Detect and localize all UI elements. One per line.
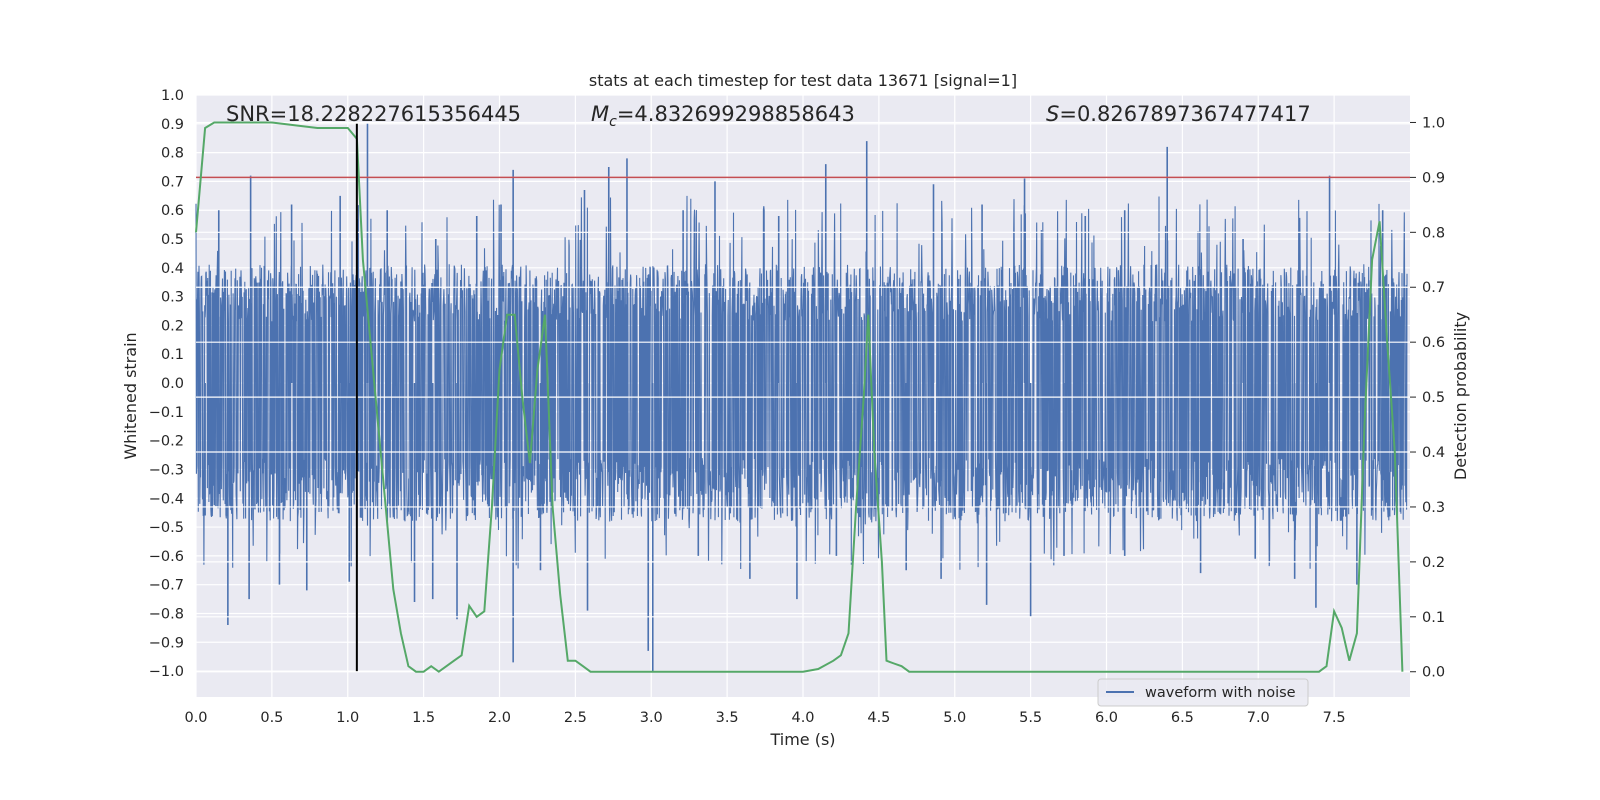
y-tick-label: 0.6	[161, 203, 184, 219]
strain-series	[195, 123, 1408, 672]
probability-series	[195, 121, 1404, 673]
y2-tick-label: 0.0	[1422, 665, 1445, 681]
x-tick-label: 2.5	[564, 710, 587, 726]
y-tick-label: 0.8	[161, 146, 184, 162]
x-tick-label: 0.5	[260, 710, 283, 726]
y2-tick-label: 0.3	[1422, 500, 1445, 516]
strain-line	[195, 195, 1408, 570]
x-axis-label: Time (s)	[769, 730, 835, 749]
y-tick-label: −0.4	[149, 491, 184, 507]
y2-tick-label: 0.4	[1422, 445, 1445, 461]
y-tick-label: −0.2	[149, 434, 184, 450]
y-tick-label: −0.8	[149, 606, 184, 622]
y2-tick-label: 0.2	[1422, 555, 1445, 571]
x-tick-label: 6.5	[1171, 710, 1194, 726]
x-tick-label: 2.0	[488, 710, 511, 726]
x-tick-label: 7.0	[1247, 710, 1270, 726]
y-tick-label: −0.7	[149, 578, 184, 594]
y2-tick-label: 0.7	[1422, 280, 1445, 296]
y-tick-label: −0.6	[149, 549, 184, 565]
y-axis-label: Whitened strain	[121, 332, 140, 459]
x-ticks: 0.0 0.5 1.0 1.5 2.0 2.5 3.0 3.5 4.0 4.5 5.0 5.5 6.0 6…	[184, 710, 1345, 726]
x-tick-label: 1.0	[336, 710, 359, 726]
chart-title: stats at each timestep for test data 136…	[589, 71, 1017, 90]
s-symbol: S	[1046, 102, 1059, 126]
snr-annotation: SNR=18.228227615356445	[226, 102, 521, 126]
y-tick-label: 0.5	[161, 232, 184, 248]
x-tick-label: 5.5	[1019, 710, 1042, 726]
y2-tick-label: 0.5	[1422, 390, 1445, 406]
x-tick-label: 1.5	[412, 710, 435, 726]
y2-tick-label: 0.6	[1422, 335, 1445, 351]
x-tick-label: 3.5	[716, 710, 739, 726]
x-tick-label: 0.0	[184, 710, 207, 726]
legend: waveform with noise	[1097, 678, 1309, 707]
y-tick-label: −0.9	[149, 635, 184, 651]
y2-tick-label: 0.1	[1422, 610, 1445, 626]
x-tick-label: 4.0	[791, 710, 814, 726]
x-tick-label: 7.5	[1323, 710, 1346, 726]
mc-subscript: c	[609, 114, 617, 130]
s-value: =0.8267897367477417	[1059, 102, 1310, 126]
y2-axis-label: Detection probability	[1451, 312, 1470, 480]
mc-annotation: Mc=4.832699298858643	[591, 102, 855, 130]
x-tick-label: 3.0	[640, 710, 663, 726]
mc-value: =4.832699298858643	[617, 102, 855, 126]
y-ticks: 1.0 0.9 0.8 0.7 0.6 0.5 0.4 0.3 0.2 0.1 0.0 −0.1 −0.…	[149, 88, 184, 680]
x-tick-label: 4.5	[867, 710, 890, 726]
y-tick-label: 0.1	[161, 347, 184, 363]
y-tick-label: 1.0	[161, 88, 184, 104]
y-tick-label: −0.3	[149, 462, 184, 478]
mc-symbol: M	[591, 102, 609, 126]
s-annotation: S=0.8267897367477417	[1046, 102, 1311, 126]
y-tick-label: −1.0	[149, 664, 184, 680]
y-tick-label: 0.4	[161, 261, 184, 277]
y-tick-label: −0.5	[149, 520, 184, 536]
y2-tick-label: 1.0	[1422, 115, 1445, 131]
legend-box	[1097, 678, 1309, 707]
y-tick-label: 0.0	[161, 376, 184, 392]
y2-tick-label: 0.9	[1422, 170, 1445, 186]
probability-line	[195, 121, 1404, 673]
y-tick-label: −0.1	[149, 405, 184, 421]
y2-ticks: 1.0 0.9 0.8 0.7 0.6 0.5 0.4 0.3 0.2 0.1 0.0	[1410, 115, 1445, 681]
x-tick-label: 6.0	[1095, 710, 1118, 726]
y-tick-label: 0.3	[161, 290, 184, 306]
x-tick-label: 5.0	[943, 710, 966, 726]
y-tick-label: 0.7	[161, 174, 184, 190]
y-tick-label: 0.9	[161, 117, 184, 133]
legend-entry: waveform with noise	[1145, 685, 1296, 701]
y2-tick-label: 0.8	[1422, 225, 1445, 241]
y-tick-label: 0.2	[161, 318, 184, 334]
